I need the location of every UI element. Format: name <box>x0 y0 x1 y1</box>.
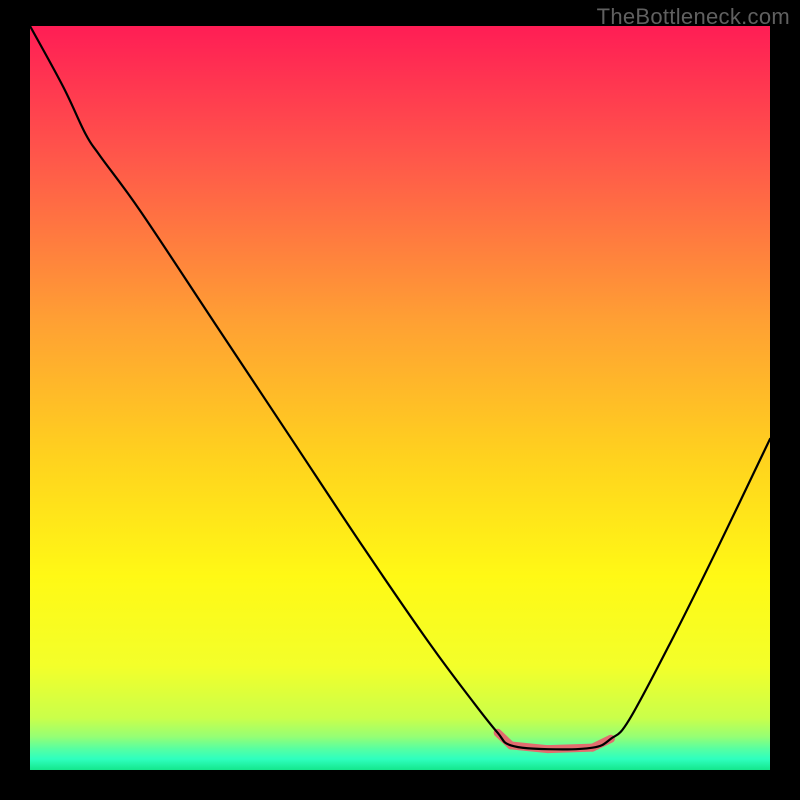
gradient-background <box>30 26 770 770</box>
chart-svg <box>30 26 770 770</box>
chart-container: TheBottleneck.com <box>0 0 800 800</box>
plot-area <box>30 26 770 770</box>
